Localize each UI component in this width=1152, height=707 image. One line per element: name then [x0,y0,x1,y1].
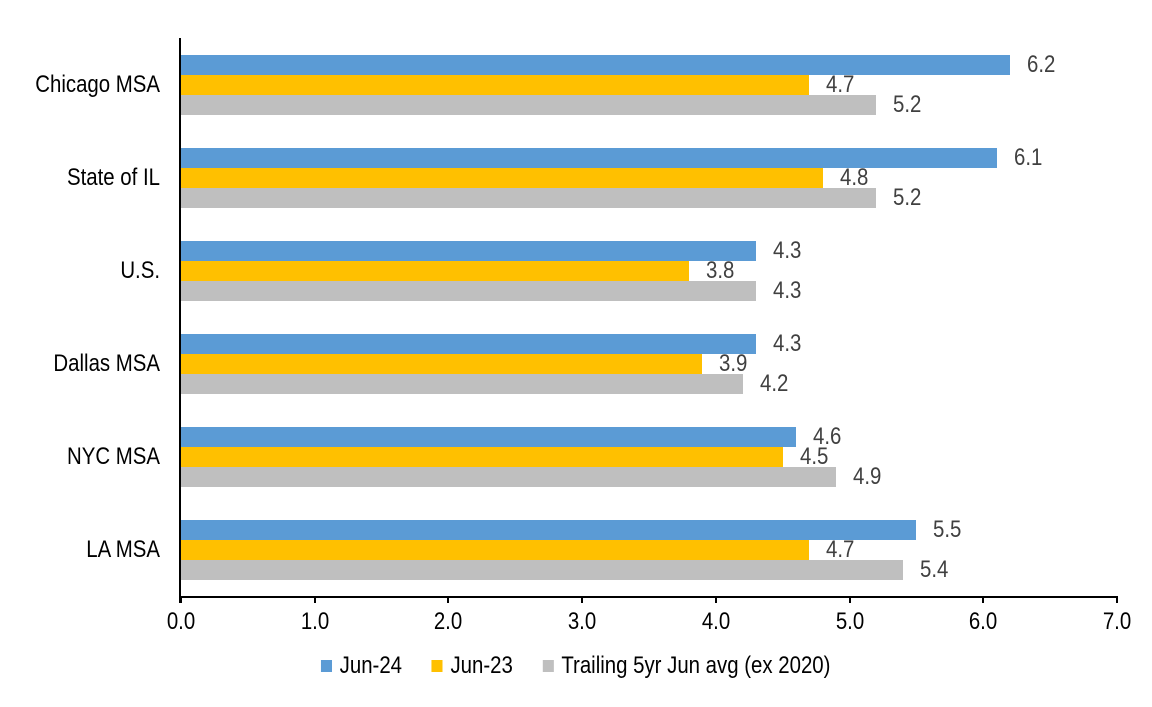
bar-la-msa-trailing-5yr-jun-avg-ex-2020 [181,560,904,580]
x-tick-label-3: 3.0 [567,608,597,635]
data-label-dallas-msa-jun-23: 3.9 [719,350,748,377]
legend-item-jun-24: Jun-24 [321,654,402,678]
x-axis-tick-7 [1116,596,1118,603]
bar-state-of-il-jun-23 [181,168,823,188]
x-axis-tick-6 [982,596,985,603]
legend-item-jun-23: Jun-23 [432,654,513,678]
data-label-u-s-jun-23: 3.8 [706,257,735,284]
category-label-dallas-msa: Dallas MSA [53,350,160,377]
x-tick-label-6: 6.0 [969,608,998,635]
bar-dallas-msa-jun-24 [181,334,756,354]
legend-label-jun-23: Jun-23 [450,652,514,679]
data-label-chicago-msa-jun-24: 6.2 [1027,51,1056,78]
x-axis-tick-0 [180,596,182,603]
data-label-la-msa-jun-24: 5.5 [933,516,962,543]
bar-chicago-msa-trailing-5yr-jun-avg-ex-2020 [181,95,877,115]
x-axis-tick-4 [714,596,717,603]
category-label-state-of-il: State of IL [67,164,160,191]
legend: Jun-24 Jun-23 Trailing 5yr Jun avg (ex 202… [0,654,1152,678]
data-label-nyc-msa-jun-24: 4.6 [813,423,842,450]
x-tick-label-5: 5.0 [835,608,864,635]
bar-dallas-msa-trailing-5yr-jun-avg-ex-2020 [181,374,743,394]
legend-label-jun-24: Jun-24 [339,652,403,679]
legend-row: Jun-24 Jun-23 Trailing 5yr Jun avg (ex 202… [321,652,831,679]
bar-nyc-msa-jun-23 [181,447,783,467]
data-label-u-s-trailing-5yr-jun-avg-ex-2020: 4.3 [772,277,802,304]
data-label-dallas-msa-jun-24: 4.3 [772,330,802,357]
legend-swatch-jun-24 [321,660,333,672]
data-label-nyc-msa-jun-23: 4.5 [799,443,829,470]
category-label-la-msa: LA MSA [86,536,160,563]
data-label-state-of-il-jun-24: 6.1 [1013,144,1043,171]
data-label-state-of-il-jun-23: 4.8 [839,164,869,191]
y-axis-line [179,38,181,603]
bar-u-s-trailing-5yr-jun-avg-ex-2020 [181,281,756,301]
bar-chicago-msa-jun-23 [181,75,810,95]
x-tick-label-0: 0.0 [166,608,196,635]
data-label-la-msa-jun-23: 4.7 [826,536,855,563]
x-axis-tick-2 [447,596,450,603]
bar-state-of-il-trailing-5yr-jun-avg-ex-2020 [181,188,877,208]
bar-chicago-msa-jun-24 [181,55,1011,75]
bar-nyc-msa-trailing-5yr-jun-avg-ex-2020 [181,467,837,487]
x-axis-tick-1 [313,596,316,603]
x-tick-label-2: 2.0 [434,608,463,635]
data-label-la-msa-trailing-5yr-jun-avg-ex-2020: 5.4 [920,556,949,583]
data-label-nyc-msa-trailing-5yr-jun-avg-ex-2020: 4.9 [853,463,882,490]
bar-nyc-msa-jun-24 [181,427,797,447]
data-label-u-s-jun-24: 4.3 [772,237,802,264]
data-label-state-of-il-trailing-5yr-jun-avg-ex-2020: 5.2 [893,184,922,211]
data-label-chicago-msa-trailing-5yr-jun-avg-ex-2020: 5.2 [893,91,922,118]
legend-label-trailing-5yr-jun-avg-ex-2020: Trailing 5yr Jun avg (ex 2020) [561,652,831,679]
data-label-dallas-msa-trailing-5yr-jun-avg-ex-2020: 4.2 [759,370,788,397]
x-axis-tick-5 [848,596,851,603]
bar-la-msa-jun-23 [181,540,810,560]
bar-u-s-jun-23 [181,261,690,281]
category-label-nyc-msa: NYC MSA [67,443,160,470]
data-label-chicago-msa-jun-23: 4.7 [826,71,855,98]
legend-swatch-jun-23 [432,660,444,672]
bar-u-s-jun-24 [181,241,756,261]
category-label-chicago-msa: Chicago MSA [35,71,160,98]
category-label-u-s: U.S. [120,257,160,284]
x-tick-label-4: 4.0 [701,608,731,635]
x-tick-label-7: 7.0 [1102,608,1132,635]
bar-state-of-il-jun-24 [181,148,997,168]
bar-dallas-msa-jun-23 [181,354,703,374]
legend-item-trailing-5yr-jun-avg-ex-2020: Trailing 5yr Jun avg (ex 2020) [542,652,831,679]
x-axis-line [179,596,1118,598]
legend-swatch-trailing-5yr-jun-avg-ex-2020 [542,660,554,672]
x-axis-tick-3 [581,596,584,603]
bar-la-msa-jun-24 [181,520,917,540]
x-tick-label-1: 1.0 [300,608,329,635]
